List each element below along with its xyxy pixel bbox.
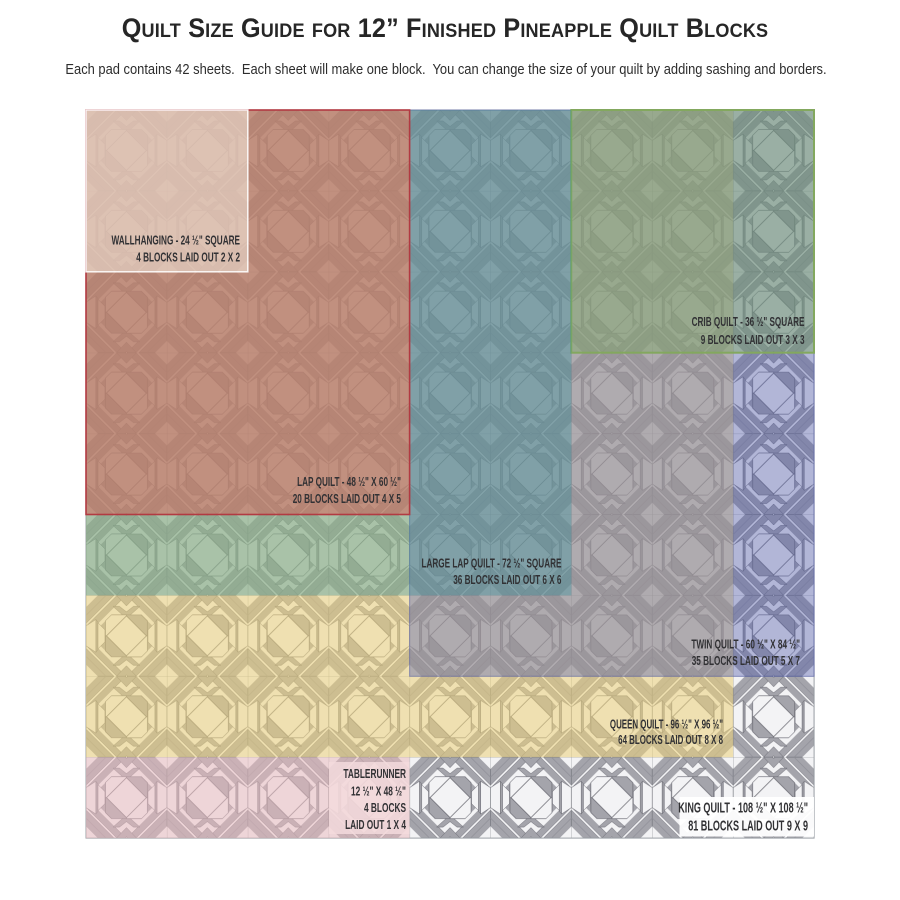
tablerunner-label-line3: 4 BLOCKS [364,801,406,815]
tablerunner-quilt-rect [86,757,410,839]
tablerunner-label-line1: TABLERUNNER [343,767,406,781]
queen-label-line1: QUEEN QUILT - 96 ½" X 96 ½" [610,718,723,732]
tablerunner-label-line4: LAID OUT 1 X 4 [345,818,407,832]
queen-label-line2: 64 BLOCKS LAID OUT 8 X 8 [618,733,723,747]
crib-quilt-rect [570,109,815,354]
crib-label-line2: 9 BLOCKS LAID OUT 3 X 3 [701,333,805,347]
twin-label-line1: TWIN QUILT - 60 ½" X 84 ½" [691,638,800,652]
page-title: Quilt Size Guide for 12” Finished Pineap… [121,13,769,43]
wallhanging-quilt-rect [85,109,249,273]
twin-quilt-rect [409,109,815,677]
large-lap-label-line1: LARGE LAP QUILT - 72 ½" SQUARE [421,557,561,571]
king-label-box [679,797,814,837]
lap-label-line1: LAP QUILT - 48 ½" X 60 ½" [297,475,401,489]
twin-label-line2: 35 BLOCKS LAID OUT 5 X 7 [692,654,800,668]
crib-label-line1: CRIB QUILT - 36 ½" SQUARE [692,315,805,329]
wallhanging-label-line2: 4 BLOCKS LAID OUT 2 X 2 [136,251,240,265]
lap-label-line2: 20 BLOCKS LAID OUT 4 X 5 [293,492,401,506]
quilt-labels: WALLHANGING - 24 ½" SQUARE 4 BLOCKS LAID… [111,234,808,834]
king-label-line1: KING QUILT - 108 ½" X 108 ½" [678,799,808,816]
large-lap-label-line2: 36 BLOCKS LAID OUT 6 X 6 [453,573,561,587]
page-subtitle: Each pad contains 42 sheets. Each sheet … [65,62,827,78]
king-label-line2: 81 BLOCKS LAID OUT 9 X 9 [688,817,808,834]
tablerunner-label-line2: 12 ½" X 48 ½" [351,785,406,799]
wallhanging-label-line1: WALLHANGING - 24 ½" SQUARE [111,234,240,248]
